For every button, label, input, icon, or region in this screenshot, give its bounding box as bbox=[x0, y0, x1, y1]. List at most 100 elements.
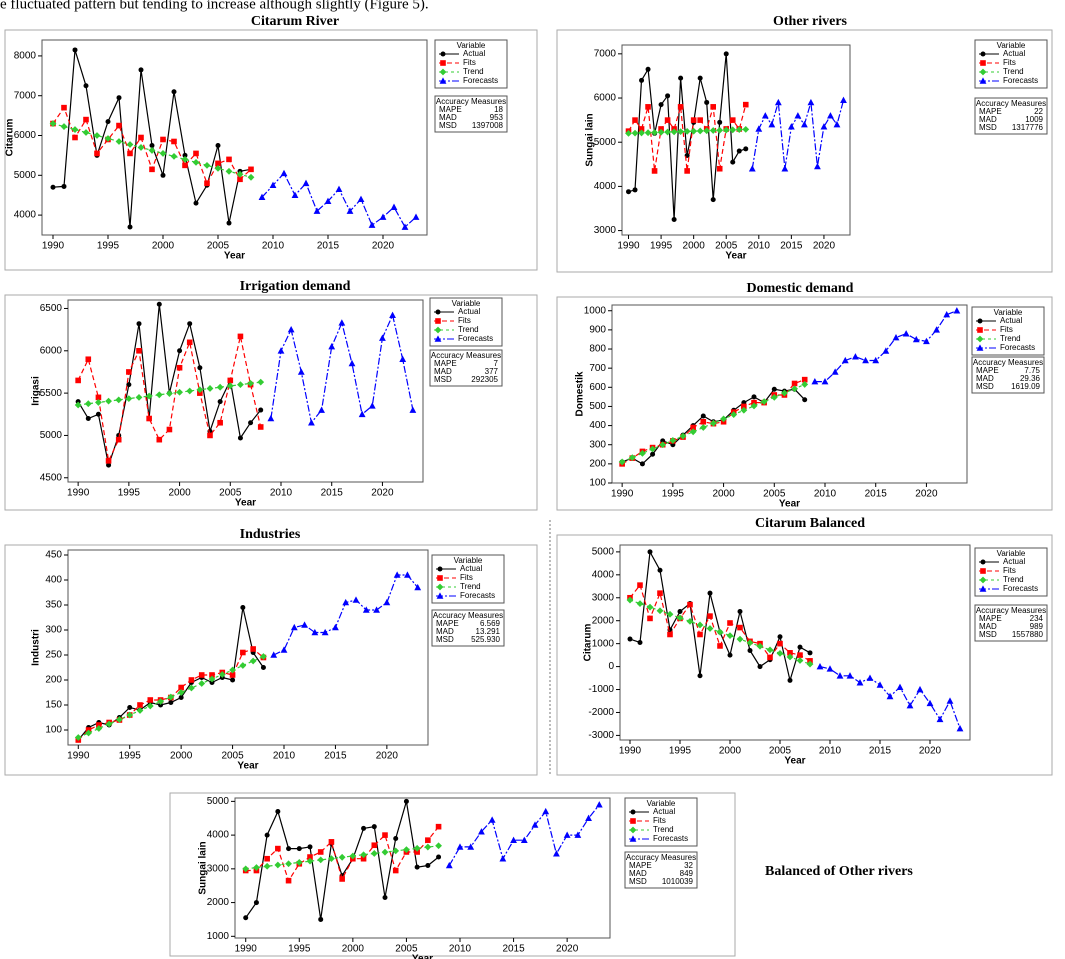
legend-box bbox=[974, 547, 1048, 597]
marker bbox=[328, 855, 335, 862]
marker bbox=[61, 104, 67, 111]
marker bbox=[135, 393, 143, 401]
marker bbox=[393, 835, 399, 841]
marker bbox=[631, 129, 639, 137]
marker bbox=[704, 99, 710, 105]
legend-label: Fits bbox=[653, 816, 666, 825]
marker bbox=[737, 624, 743, 631]
marker bbox=[826, 665, 834, 672]
marker bbox=[352, 596, 360, 603]
marker bbox=[750, 402, 758, 410]
plot-area bbox=[234, 797, 611, 939]
marker bbox=[229, 666, 236, 674]
marker bbox=[723, 51, 729, 57]
legend-marker bbox=[630, 818, 636, 824]
x-tick-label: 2005 bbox=[715, 241, 738, 252]
marker bbox=[478, 828, 485, 835]
marker bbox=[626, 596, 634, 604]
marker bbox=[332, 623, 339, 631]
marker bbox=[159, 150, 167, 157]
legend-label: Actual bbox=[1003, 49, 1025, 58]
marker bbox=[797, 652, 803, 658]
marker bbox=[445, 861, 453, 869]
marker bbox=[127, 705, 133, 710]
marker bbox=[656, 607, 664, 615]
marker bbox=[186, 339, 193, 346]
marker bbox=[61, 183, 67, 189]
marker bbox=[125, 395, 133, 403]
marker bbox=[193, 150, 199, 157]
x-tick-label: 2015 bbox=[317, 241, 340, 252]
y-tick-label: 450 bbox=[45, 550, 62, 561]
legend-marker bbox=[976, 344, 984, 351]
marker bbox=[60, 123, 68, 130]
accuracy-box bbox=[974, 97, 1048, 135]
accuracy-label: MSD bbox=[979, 123, 997, 132]
marker bbox=[696, 127, 704, 135]
marker bbox=[657, 128, 665, 136]
marker bbox=[170, 153, 178, 160]
marker bbox=[727, 652, 733, 658]
marker bbox=[697, 117, 703, 123]
y-tick-label: 5000 bbox=[592, 547, 615, 558]
legend-marker bbox=[439, 77, 447, 84]
marker bbox=[666, 610, 674, 618]
legend-marker bbox=[979, 585, 987, 592]
marker bbox=[72, 47, 78, 53]
marker bbox=[637, 582, 643, 588]
marker bbox=[801, 120, 808, 128]
marker bbox=[49, 120, 57, 127]
x-tick-label: 2020 bbox=[813, 241, 836, 252]
accuracy-box bbox=[431, 609, 505, 647]
marker bbox=[196, 386, 204, 394]
x-tick-label: 2015 bbox=[324, 751, 347, 762]
marker bbox=[116, 95, 122, 101]
marker bbox=[138, 67, 144, 73]
marker bbox=[74, 734, 82, 741]
x-tick-label: 2005 bbox=[219, 488, 242, 499]
marker bbox=[671, 217, 677, 223]
marker bbox=[595, 801, 603, 808]
marker bbox=[250, 646, 256, 652]
marker bbox=[650, 451, 656, 457]
marker bbox=[625, 129, 632, 137]
marker bbox=[198, 672, 205, 678]
y-tick-label: 5500 bbox=[40, 388, 63, 399]
y-tick-label: 150 bbox=[45, 700, 62, 711]
chart-title: Citarum River bbox=[251, 14, 339, 29]
marker bbox=[697, 673, 703, 679]
y-tick-label: 7000 bbox=[594, 48, 617, 59]
marker bbox=[645, 66, 651, 72]
marker bbox=[638, 126, 645, 132]
marker bbox=[85, 416, 91, 422]
y-axis-label: Citarum bbox=[5, 119, 16, 157]
marker bbox=[840, 96, 847, 104]
marker bbox=[632, 117, 638, 123]
x-tick-label: 1995 bbox=[288, 944, 311, 955]
marker bbox=[136, 321, 142, 327]
marker bbox=[467, 843, 475, 850]
marker bbox=[361, 825, 367, 831]
marker bbox=[270, 651, 278, 658]
marker bbox=[776, 649, 784, 657]
x-axis-label: Year bbox=[224, 251, 245, 262]
marker bbox=[902, 330, 910, 337]
marker bbox=[240, 649, 246, 656]
x-tick-label: 2010 bbox=[273, 751, 296, 762]
accuracy-title: Accuracy Measures bbox=[973, 358, 1043, 367]
marker bbox=[186, 387, 194, 395]
x-tick-label: 2015 bbox=[780, 241, 803, 252]
marker bbox=[781, 389, 788, 397]
marker bbox=[137, 144, 145, 151]
marker bbox=[147, 697, 154, 703]
marker bbox=[683, 127, 691, 135]
marker bbox=[230, 677, 236, 683]
legend-label: Forecasts bbox=[1000, 343, 1035, 352]
accuracy-value: 377 bbox=[485, 367, 499, 376]
marker bbox=[188, 684, 195, 692]
marker bbox=[166, 390, 173, 397]
y-tick-label: 6500 bbox=[40, 303, 63, 314]
marker bbox=[214, 164, 222, 172]
marker bbox=[297, 368, 305, 375]
marker bbox=[383, 598, 391, 606]
